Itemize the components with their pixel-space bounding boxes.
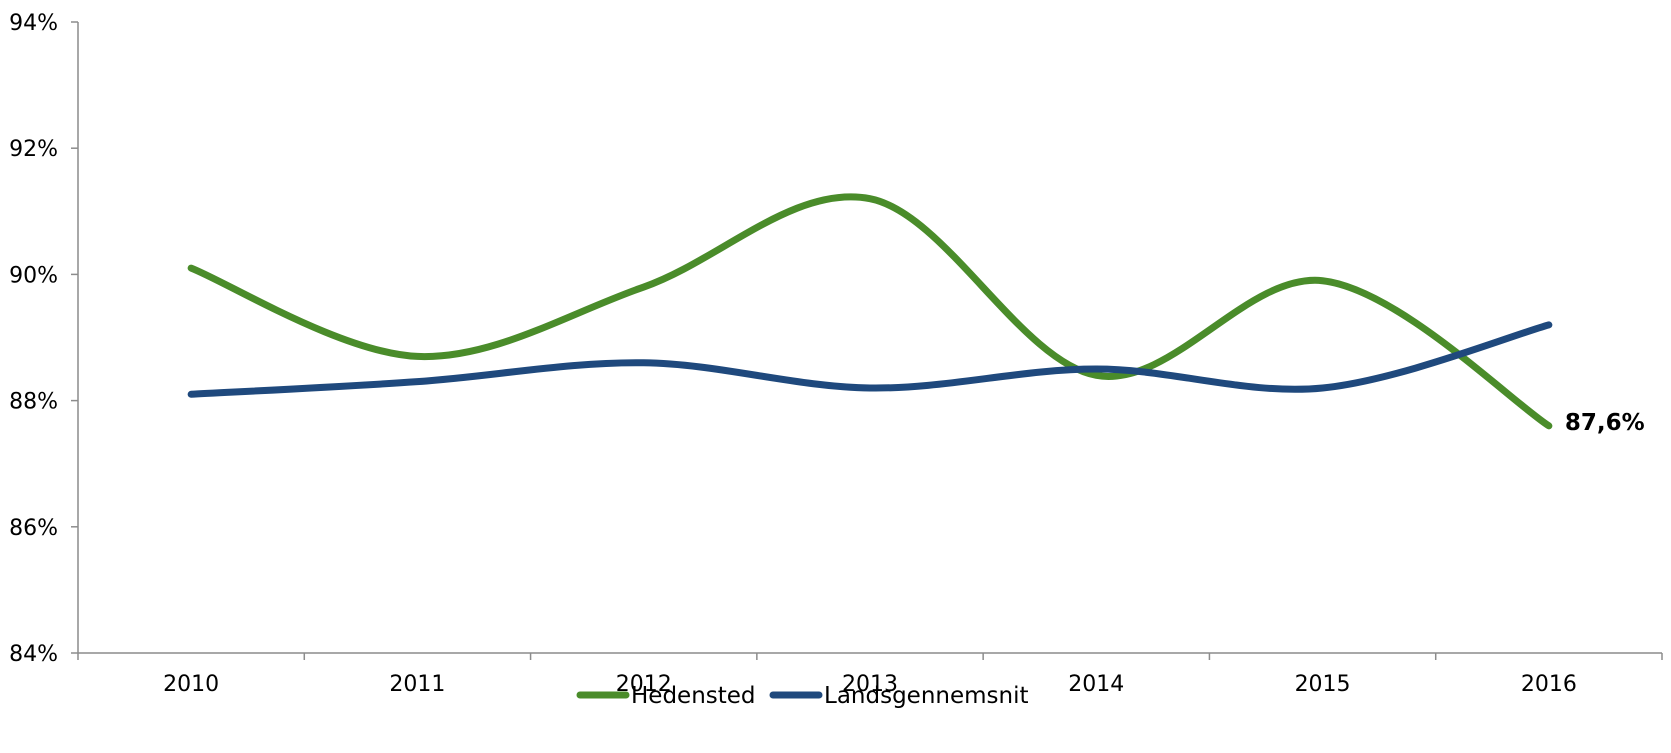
y-tick-label: 92% bbox=[9, 137, 58, 162]
legend-label: Hedensted bbox=[631, 683, 756, 709]
x-tick-label: 2013 bbox=[842, 672, 898, 697]
y-tick-label: 84% bbox=[9, 642, 58, 667]
axes bbox=[77, 22, 1662, 654]
legend-label: Landsgennemsnit bbox=[824, 683, 1029, 709]
y-tick-label: 94% bbox=[9, 11, 58, 36]
x-tick-label: 2010 bbox=[163, 672, 219, 697]
y-axis-ticks: 84% 86% 88% 90% 92% 94% bbox=[9, 11, 78, 667]
series-line-hedensted bbox=[187, 193, 1553, 430]
data-labels: 87,6% bbox=[1565, 410, 1645, 436]
x-tick-label: 2016 bbox=[1521, 672, 1577, 697]
y-tick-label: 86% bbox=[9, 516, 58, 541]
y-tick-label: 90% bbox=[9, 263, 58, 288]
legend: Hedensted Landsgennemsnit bbox=[576, 683, 1029, 709]
x-tick-label: 2014 bbox=[1068, 672, 1124, 697]
series-lines bbox=[187, 193, 1553, 430]
x-tick-label: 2011 bbox=[389, 672, 445, 697]
series-line-landsgennemsnit bbox=[187, 321, 1553, 398]
y-tick-label: 88% bbox=[9, 390, 58, 415]
data-label: 87,6% bbox=[1565, 410, 1645, 436]
x-tick-label: 2015 bbox=[1295, 672, 1351, 697]
